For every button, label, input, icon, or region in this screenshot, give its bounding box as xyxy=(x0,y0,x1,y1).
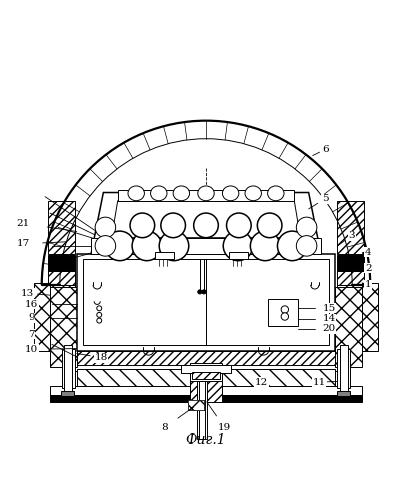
Text: 18: 18 xyxy=(95,353,108,362)
Bar xyxy=(48,270,75,285)
Bar xyxy=(62,348,75,388)
Bar xyxy=(83,259,329,346)
Text: 5: 5 xyxy=(322,194,328,203)
Ellipse shape xyxy=(97,318,102,323)
Bar xyxy=(48,270,75,350)
Polygon shape xyxy=(91,238,321,254)
Ellipse shape xyxy=(277,231,307,260)
Text: 2: 2 xyxy=(365,264,372,273)
Text: 3: 3 xyxy=(349,231,355,240)
Text: 15: 15 xyxy=(323,304,336,313)
Text: 7: 7 xyxy=(28,330,35,338)
Bar xyxy=(50,394,362,402)
Bar xyxy=(190,363,222,402)
Bar xyxy=(181,365,231,373)
Ellipse shape xyxy=(128,186,145,200)
Bar xyxy=(337,348,350,388)
Bar xyxy=(199,382,205,439)
Text: 8: 8 xyxy=(162,423,168,432)
Text: 21: 21 xyxy=(16,219,30,228)
Bar xyxy=(187,400,204,410)
Ellipse shape xyxy=(267,186,284,200)
Ellipse shape xyxy=(159,231,189,260)
Text: 11: 11 xyxy=(312,378,325,386)
Text: 14: 14 xyxy=(323,314,336,323)
Ellipse shape xyxy=(132,231,162,260)
Bar xyxy=(64,365,348,371)
Ellipse shape xyxy=(130,213,154,238)
Bar xyxy=(187,400,204,410)
Polygon shape xyxy=(91,192,321,254)
Text: 9: 9 xyxy=(28,314,35,322)
Ellipse shape xyxy=(296,217,317,238)
Ellipse shape xyxy=(245,186,262,200)
Bar xyxy=(33,283,50,350)
Ellipse shape xyxy=(194,213,218,238)
Bar xyxy=(48,200,75,254)
Text: 12: 12 xyxy=(255,378,268,386)
Ellipse shape xyxy=(202,290,206,294)
Bar xyxy=(77,350,335,367)
Bar xyxy=(77,369,335,388)
Ellipse shape xyxy=(227,213,251,238)
Ellipse shape xyxy=(173,186,190,200)
Ellipse shape xyxy=(223,231,253,260)
Bar xyxy=(48,255,75,270)
Ellipse shape xyxy=(161,213,185,238)
Text: 20: 20 xyxy=(323,324,336,334)
Text: Фиг.1: Фиг.1 xyxy=(186,432,226,446)
Ellipse shape xyxy=(95,217,116,238)
Bar xyxy=(335,287,362,367)
Bar xyxy=(337,270,364,350)
Text: 13: 13 xyxy=(21,288,34,298)
Bar xyxy=(229,252,248,259)
Ellipse shape xyxy=(281,313,288,320)
Bar xyxy=(197,382,207,439)
Ellipse shape xyxy=(105,231,135,260)
Ellipse shape xyxy=(258,213,282,238)
Text: 10: 10 xyxy=(25,345,38,354)
Bar xyxy=(118,190,294,200)
Bar xyxy=(50,287,77,367)
Ellipse shape xyxy=(198,186,214,200)
Bar xyxy=(50,386,362,394)
Bar xyxy=(267,300,298,326)
Ellipse shape xyxy=(150,186,167,200)
Text: 17: 17 xyxy=(16,240,30,248)
Bar xyxy=(337,392,350,396)
Ellipse shape xyxy=(97,306,102,311)
Ellipse shape xyxy=(222,186,239,200)
Bar xyxy=(190,382,222,402)
Text: 1: 1 xyxy=(365,280,372,289)
Bar xyxy=(154,252,174,259)
Ellipse shape xyxy=(250,231,280,260)
Ellipse shape xyxy=(95,236,116,256)
Ellipse shape xyxy=(281,306,288,313)
Ellipse shape xyxy=(296,236,317,256)
Bar xyxy=(337,270,364,285)
Bar xyxy=(77,254,335,350)
Text: 4: 4 xyxy=(365,248,372,256)
Ellipse shape xyxy=(198,290,202,294)
Text: 19: 19 xyxy=(218,423,231,432)
Polygon shape xyxy=(112,200,300,237)
Bar xyxy=(61,392,74,396)
Bar xyxy=(362,283,379,350)
Ellipse shape xyxy=(97,312,102,318)
Bar xyxy=(192,372,220,380)
Text: 16: 16 xyxy=(25,300,38,308)
Bar xyxy=(64,346,72,395)
Bar xyxy=(340,346,348,395)
Bar xyxy=(337,255,364,270)
Text: 6: 6 xyxy=(322,145,328,154)
Bar xyxy=(337,200,364,254)
